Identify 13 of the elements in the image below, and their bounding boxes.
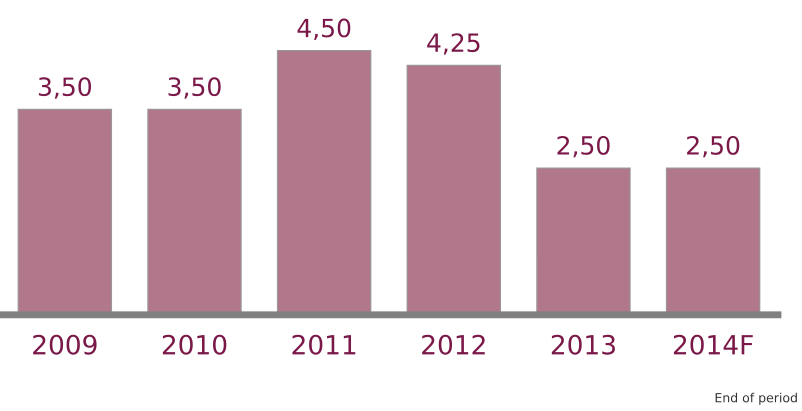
data-label: 2,50 xyxy=(687,136,740,158)
x-tick-label: 2012 xyxy=(422,334,485,355)
data-label: 3,50 xyxy=(168,77,221,99)
data-label: 4,25 xyxy=(427,33,480,55)
x-tick-label: 2011 xyxy=(292,334,356,355)
x-tick-label: 2009 xyxy=(33,334,97,355)
x-tick-label: 2013 xyxy=(552,334,615,355)
data-label: 2,50 xyxy=(557,136,610,158)
x-tick-label: 2010 xyxy=(162,334,226,355)
data-label: 4,50 xyxy=(298,18,350,40)
x-tick-label: 2014F xyxy=(674,334,753,355)
text: End of period xyxy=(716,392,797,405)
data-label: 3,50 xyxy=(38,77,91,99)
